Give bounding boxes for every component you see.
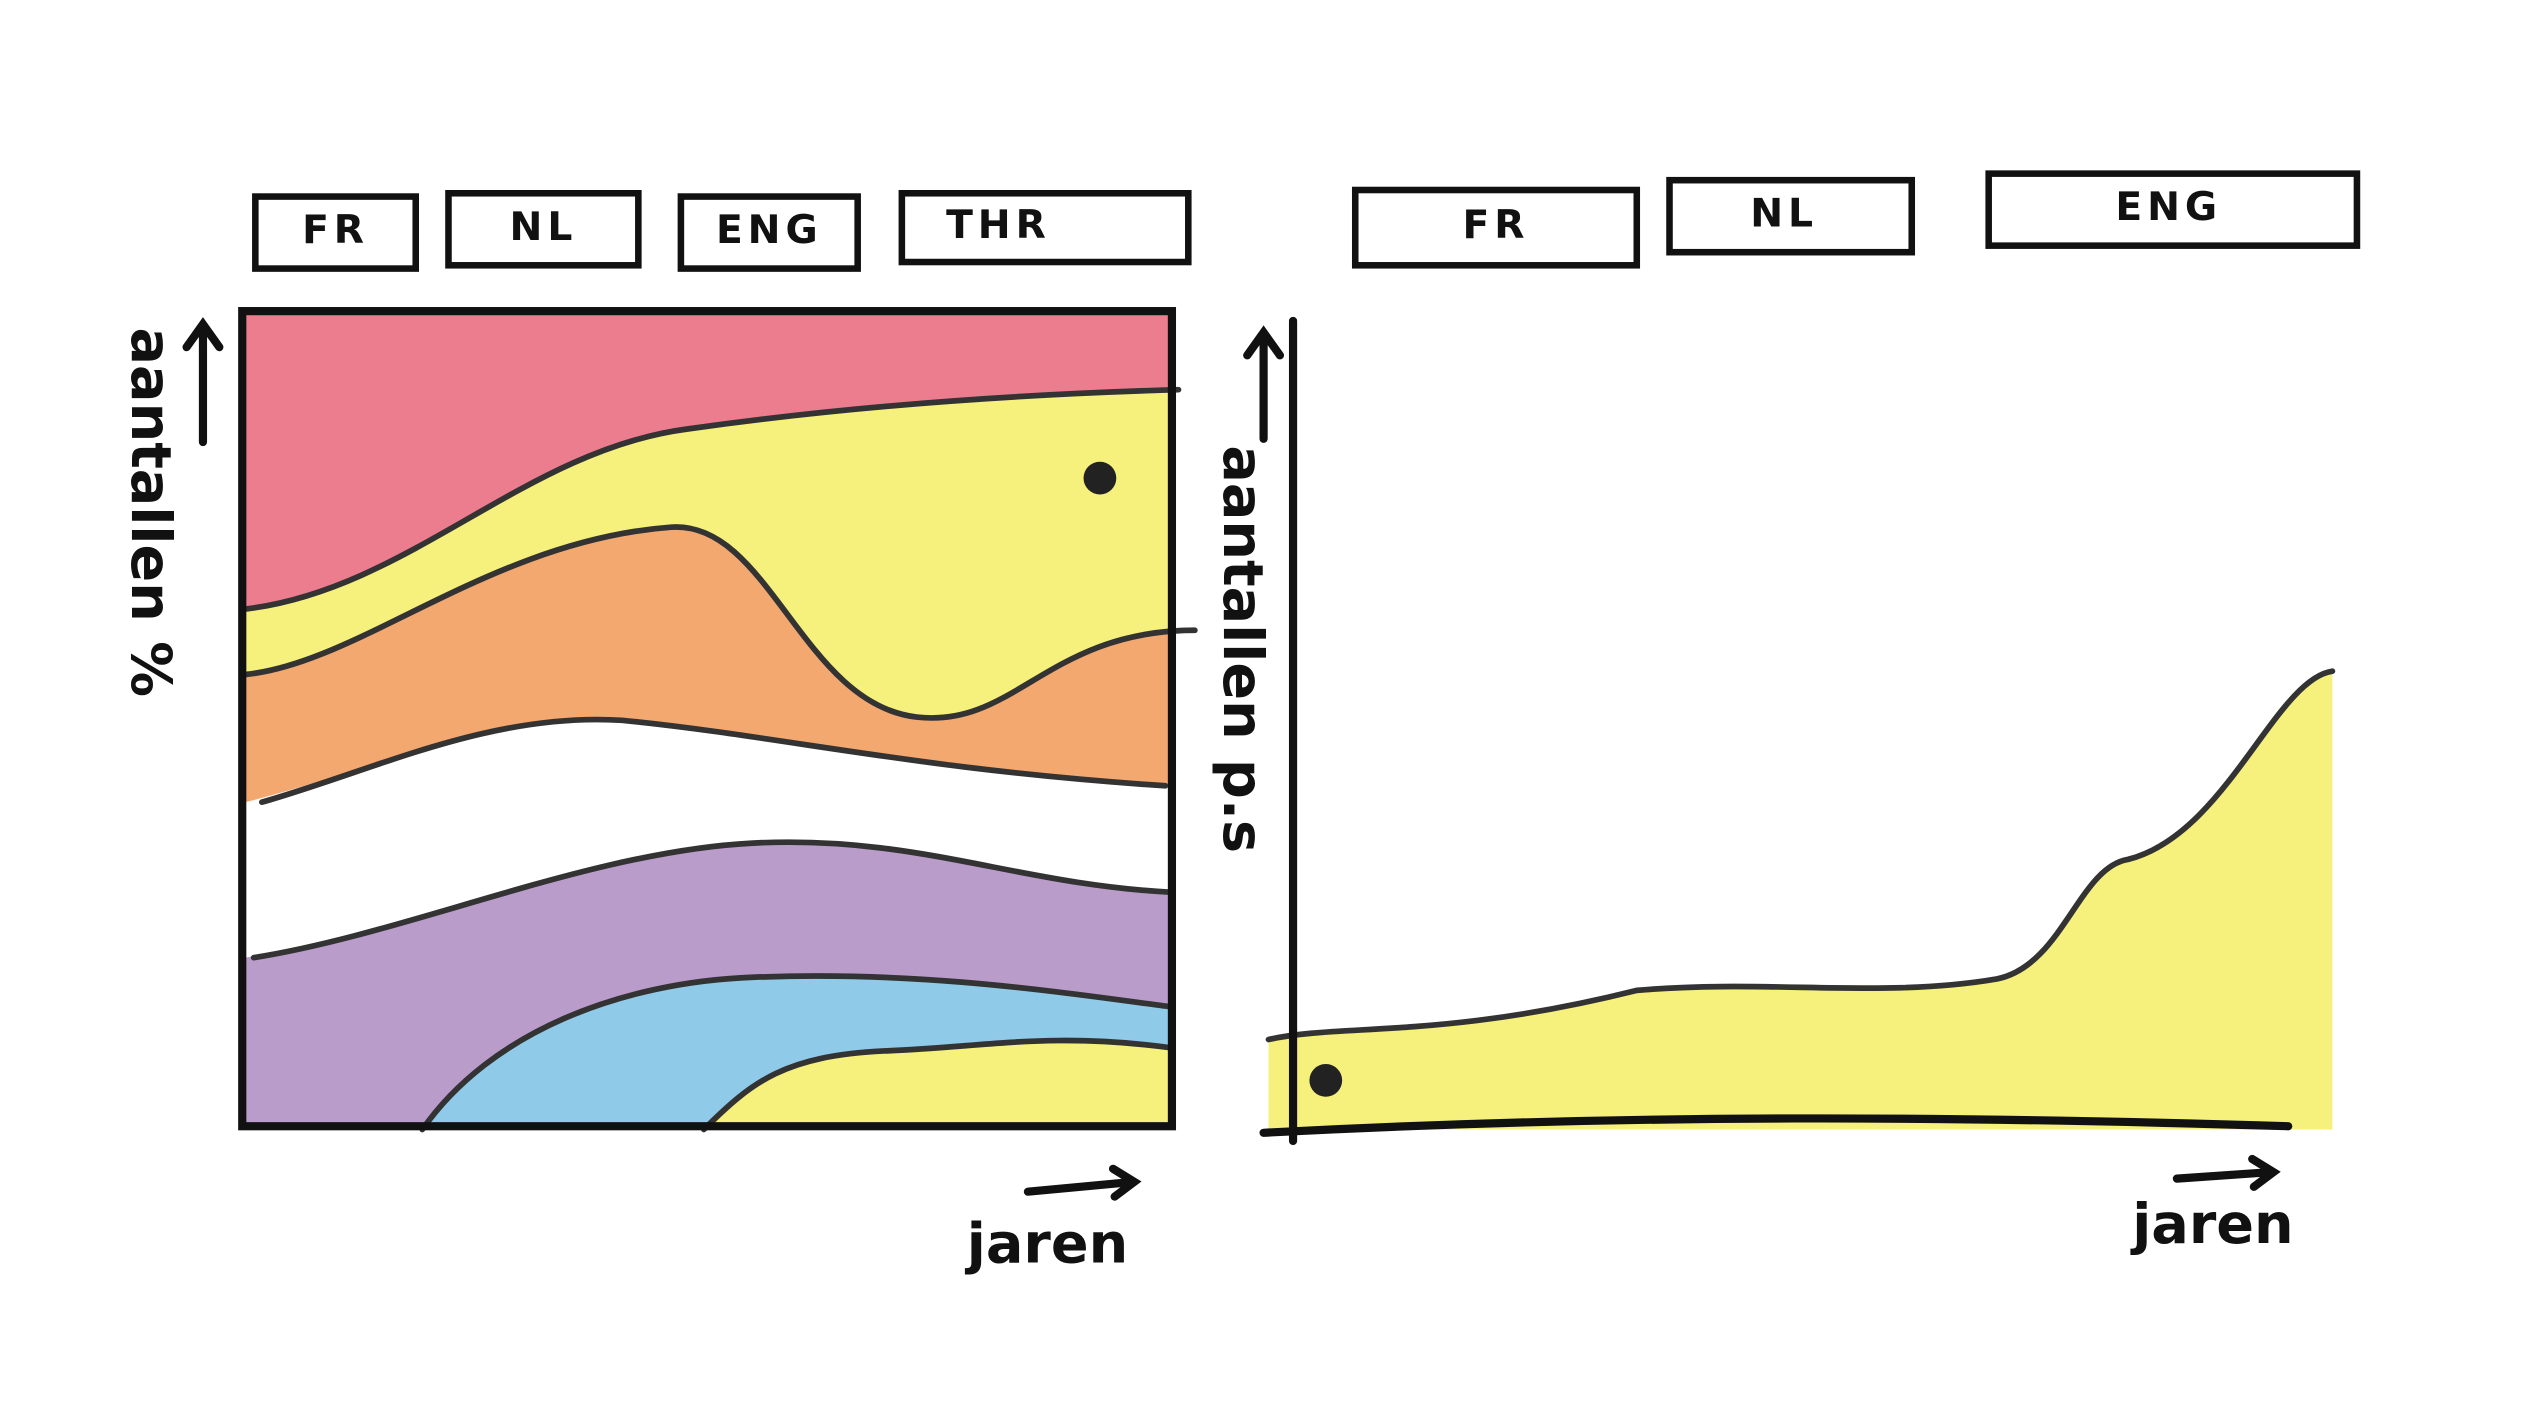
- tab[interactable]: FR: [252, 193, 420, 272]
- arrow: [2172, 1154, 2281, 1191]
- tab-label: THR: [946, 203, 1051, 248]
- boundary: [242, 524, 1198, 721]
- area-line: [1265, 668, 2336, 1043]
- area: [1268, 671, 2333, 1130]
- tab[interactable]: ENG: [677, 193, 861, 272]
- tab-label: FR: [302, 208, 369, 253]
- tab[interactable]: NL: [1666, 176, 1916, 256]
- tab-label: ENG: [2115, 185, 2222, 230]
- boundary: [242, 386, 1182, 612]
- axes: [1259, 316, 2293, 1146]
- y-axis-label: aantallen %: [118, 327, 183, 696]
- tab-label: NL: [510, 205, 578, 250]
- boundary: [419, 973, 1174, 1133]
- boundary: [250, 839, 1174, 961]
- arrow: [182, 317, 224, 447]
- chart-frame: [238, 307, 1177, 1131]
- y-axis-label: aantallen p.s: [1210, 445, 1275, 853]
- arrow: [1023, 1164, 1142, 1201]
- stream-area: [242, 311, 1172, 1130]
- tab-label: ENG: [716, 208, 823, 253]
- x-axis-label: jaren: [965, 1212, 1128, 1277]
- tab[interactable]: ENG: [1985, 170, 2361, 249]
- boundary: [700, 1037, 1174, 1133]
- marker: [1309, 1064, 1343, 1097]
- marker: [1083, 461, 1117, 495]
- band: [703, 1040, 1171, 1130]
- stream-lines: [242, 386, 1198, 1133]
- boundary: [259, 716, 1169, 806]
- tab[interactable]: THR: [898, 190, 1192, 266]
- tab-label: NL: [1750, 192, 1818, 237]
- arrow: [1243, 325, 1285, 443]
- tab-label: FR: [1463, 203, 1530, 248]
- tab[interactable]: FR: [1351, 186, 1641, 269]
- x-axis-label: jaren: [2130, 1192, 2293, 1257]
- tab[interactable]: NL: [445, 190, 642, 269]
